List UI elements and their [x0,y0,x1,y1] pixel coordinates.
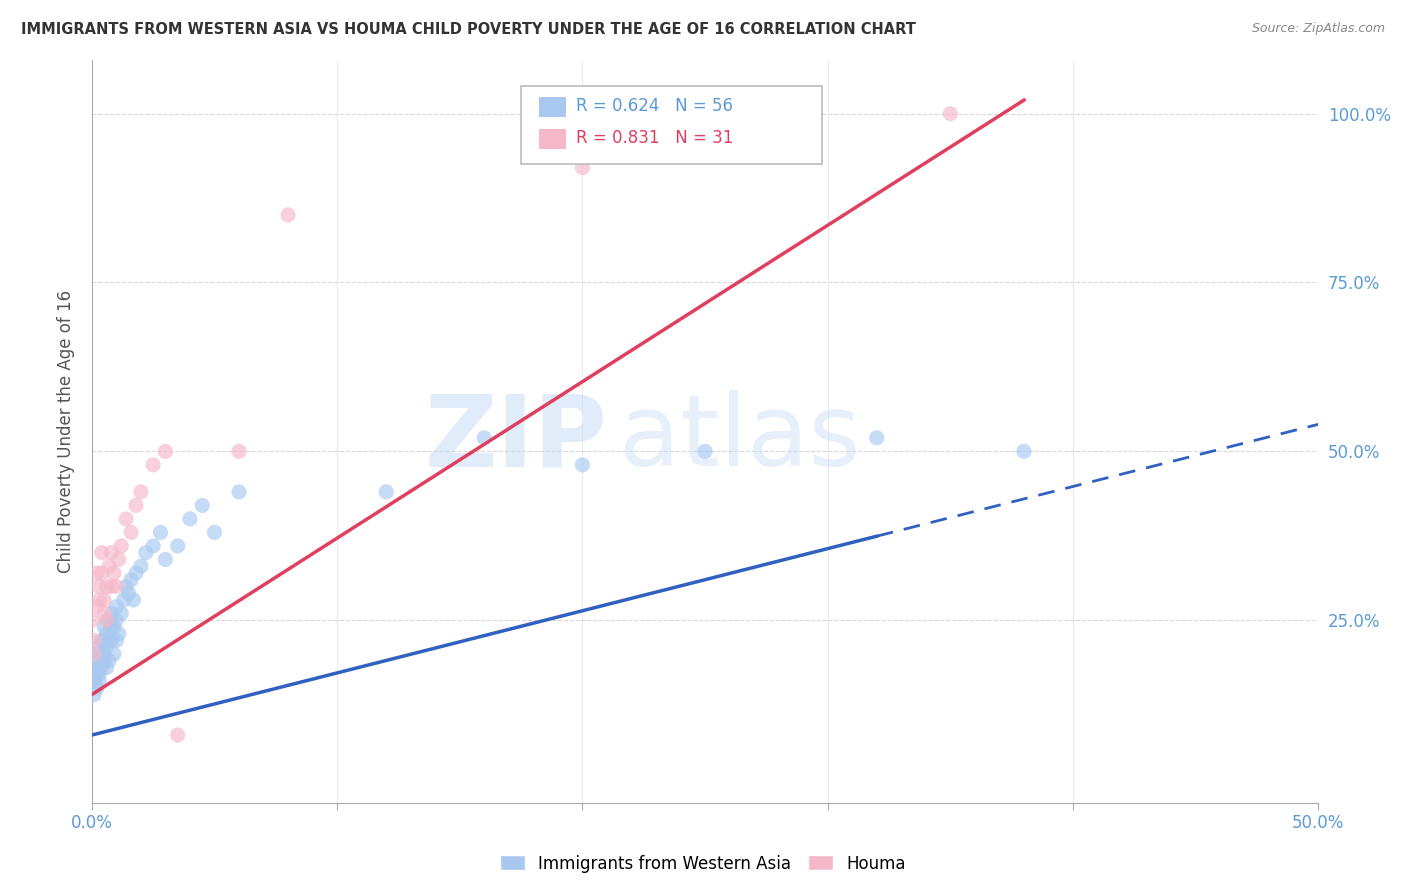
Point [108,552,131,566]
Point [120,573,142,587]
Point [100,546,122,560]
Point [93,620,115,634]
Point [122,593,145,607]
Point [103,647,125,661]
Point [89,673,111,688]
Point [96,640,118,655]
Point [571,458,593,472]
Point [98,613,121,627]
Point [93,593,115,607]
Point [98,654,121,668]
Point [1012,444,1035,458]
Point [93,654,115,668]
Point [96,613,118,627]
Point [96,660,118,674]
Point [93,647,115,661]
Text: atlas: atlas [619,390,860,487]
Point [89,654,111,668]
Point [105,599,128,614]
Point [112,593,135,607]
Point [80,660,103,674]
FancyBboxPatch shape [522,86,821,163]
Point [100,633,122,648]
Point [105,579,128,593]
Bar [540,97,567,117]
Point [86,566,108,580]
Text: Source: ZipAtlas.com: Source: ZipAtlas.com [1251,22,1385,36]
Point [204,525,226,540]
Point [571,161,593,175]
Point [166,728,188,742]
Point [149,525,172,540]
Point [100,607,122,621]
Point [129,559,152,574]
Point [105,633,128,648]
Point [110,539,132,553]
Point [142,458,165,472]
Point [125,566,148,580]
Point [166,539,188,553]
Point [90,660,112,674]
Point [96,626,118,640]
Point [93,633,115,648]
Point [98,559,121,574]
Text: R = 0.831   N = 31: R = 0.831 N = 31 [576,128,734,146]
Point [93,607,115,621]
Point [129,484,152,499]
Point [228,484,250,499]
Point [110,607,132,621]
Point [277,208,299,222]
Point [191,499,214,513]
Point [90,633,112,648]
Point [86,654,108,668]
Point [155,444,177,458]
Point [135,546,157,560]
Point [83,647,105,661]
Point [120,525,142,540]
Point [89,667,111,681]
Point [117,586,139,600]
Point [83,673,105,688]
Point [866,431,889,445]
Point [100,579,122,593]
Point [83,647,105,661]
Point [89,640,111,655]
Point [86,667,108,681]
Point [90,647,112,661]
Point [86,599,108,614]
Text: IMMIGRANTS FROM WESTERN ASIA VS HOUMA CHILD POVERTY UNDER THE AGE OF 16 CORRELAT: IMMIGRANTS FROM WESTERN ASIA VS HOUMA CH… [21,22,915,37]
Point [83,688,105,702]
Text: R = 0.624   N = 56: R = 0.624 N = 56 [576,96,734,115]
Point [105,613,128,627]
Point [125,499,148,513]
Point [90,546,112,560]
Point [100,620,122,634]
Point [472,431,495,445]
Point [89,579,111,593]
Point [115,512,138,526]
Point [939,106,962,120]
Point [86,681,108,695]
Point [115,579,138,593]
Point [108,626,131,640]
Legend: Immigrants from Western Asia, Houma: Immigrants from Western Asia, Houma [494,848,912,880]
Point [96,579,118,593]
Point [103,620,125,634]
Point [80,613,103,627]
Point [375,484,398,499]
Point [83,633,105,648]
Point [179,512,201,526]
Point [90,566,112,580]
Text: ZIP: ZIP [425,390,607,487]
Point [89,593,111,607]
Point [98,633,121,648]
Point [103,566,125,580]
Point [155,552,177,566]
Bar [540,129,567,149]
Point [228,444,250,458]
Point [693,444,716,458]
Point [142,539,165,553]
Y-axis label: Child Poverty Under the Age of 16: Child Poverty Under the Age of 16 [58,290,75,573]
